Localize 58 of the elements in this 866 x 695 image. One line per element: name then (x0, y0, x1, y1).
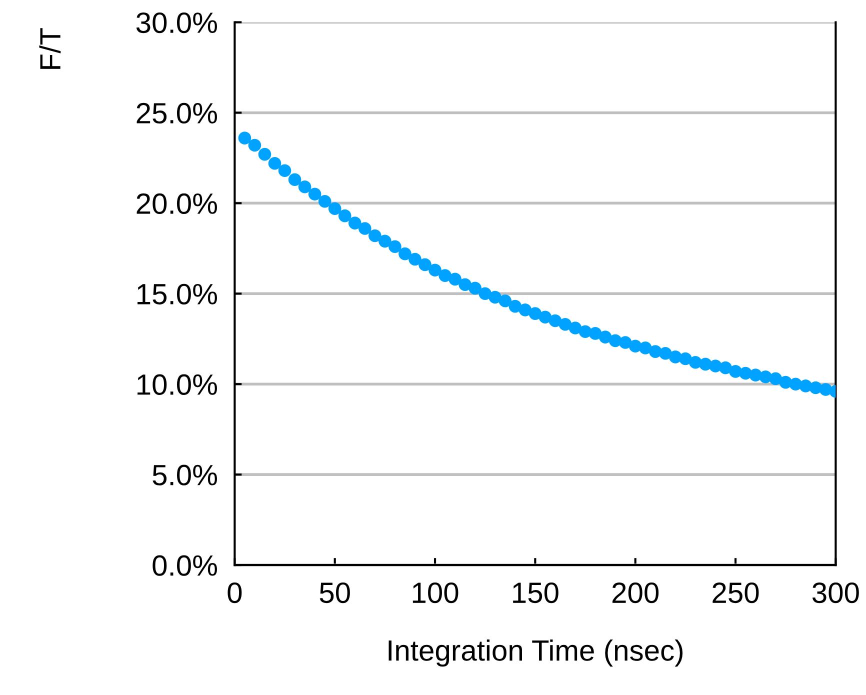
point (328, 202, 342, 215)
y-tick-label: 20.0% (136, 193, 217, 214)
x-tick-label: 150 (513, 582, 558, 604)
point (488, 290, 502, 304)
point (348, 216, 362, 230)
point (498, 294, 512, 308)
y-tick-label: 15.0% (138, 284, 217, 304)
point (278, 164, 292, 178)
point (338, 209, 352, 222)
point (308, 188, 322, 201)
x-tick-label: 50 (320, 582, 350, 604)
point (408, 252, 422, 266)
point (508, 300, 522, 313)
point (258, 148, 272, 161)
point (318, 194, 332, 208)
point (428, 264, 442, 277)
y-tick-label: 5.0% (152, 464, 217, 486)
point (719, 361, 732, 374)
point (679, 352, 692, 366)
point (248, 138, 262, 152)
point (398, 247, 412, 260)
point (538, 310, 552, 324)
point (358, 222, 372, 235)
y-tick-label: 0.0% (152, 555, 217, 576)
point (518, 304, 532, 316)
point (288, 173, 302, 186)
x-tick-label: 0 (228, 582, 242, 604)
x-tick-label: 300 (812, 582, 859, 604)
y-tick-label: 10.0% (138, 374, 217, 395)
point (438, 269, 452, 282)
point (458, 278, 472, 291)
point (659, 346, 672, 360)
point (568, 322, 582, 334)
point (238, 132, 252, 144)
point (468, 282, 482, 295)
point (548, 314, 562, 328)
point (638, 342, 652, 354)
point (268, 156, 282, 170)
x-tick-label: 100 (412, 582, 458, 604)
point (298, 180, 312, 194)
y-tick-label: 30.0% (136, 12, 217, 34)
x-tick-label: 200 (612, 582, 659, 604)
point (769, 372, 782, 386)
point (378, 234, 392, 248)
y-axis-title: F/T (39, 28, 61, 69)
point (388, 240, 402, 253)
point (368, 229, 382, 242)
x-tick-label: 250 (712, 582, 759, 604)
point (448, 272, 462, 286)
point (528, 307, 542, 320)
point (478, 287, 492, 300)
y-tick-label: 25.0% (136, 102, 217, 124)
point (598, 330, 612, 344)
point (618, 336, 632, 349)
x-axis-title: Integration Time (nsec) (388, 639, 683, 667)
point (588, 327, 602, 340)
point (558, 318, 572, 331)
point (418, 258, 432, 272)
